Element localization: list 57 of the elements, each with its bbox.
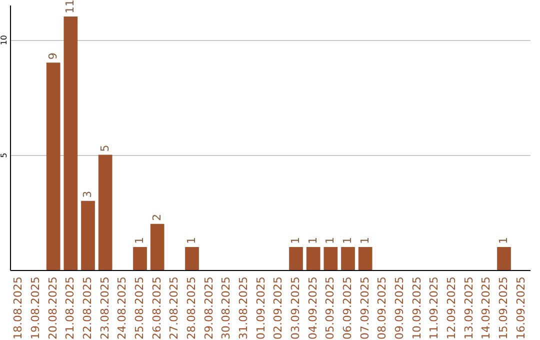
data-label: 1 (306, 236, 320, 244)
x-tick-label: 07.09.2025 (358, 276, 372, 340)
bar (497, 246, 511, 270)
x-tick-label: 18.08.2025 (12, 276, 25, 340)
bar (185, 246, 199, 270)
data-label: 1 (185, 236, 198, 244)
bar (306, 246, 320, 270)
x-tick-label: 26.08.2025 (150, 276, 164, 340)
x-tick-label: 21.08.2025 (64, 276, 77, 340)
x-tick-label: 31.08.2025 (237, 276, 250, 340)
y-tick-label: 10 (0, 34, 8, 46)
x-tick-label: 02.09.2025 (272, 276, 285, 340)
x-tick-label: 04.09.2025 (306, 276, 320, 340)
x-tick-label: 29.08.2025 (202, 276, 216, 340)
x-tick-label: 25.08.2025 (133, 276, 146, 340)
data-label: 9 (46, 52, 60, 60)
bar (150, 224, 164, 270)
x-tick-label: 30.08.2025 (220, 276, 233, 340)
x-tick-label: 13.09.2025 (462, 276, 476, 340)
data-label: 3 (81, 190, 94, 198)
data-label: 1 (324, 236, 337, 244)
x-tick-label: 12.09.2025 (445, 276, 458, 340)
bar (133, 246, 147, 270)
data-label: 1 (497, 236, 510, 244)
x-tick-label: 23.08.2025 (98, 276, 112, 340)
data-label: 11 (64, 0, 77, 14)
x-tick-label: 27.08.2025 (168, 276, 181, 340)
data-label: 1 (341, 236, 354, 244)
x-tick-label: 01.09.2025 (254, 276, 268, 340)
data-label: 1 (289, 236, 302, 244)
x-tick-label: 06.09.2025 (341, 276, 354, 340)
bar (358, 246, 372, 270)
x-tick-label: 05.09.2025 (324, 276, 337, 340)
x-tick-label: 03.09.2025 (289, 276, 302, 340)
bar (289, 246, 303, 270)
x-tick-label: 08.09.2025 (376, 276, 389, 340)
bar (64, 16, 78, 270)
x-tick-label: 16.09.2025 (514, 276, 528, 340)
x-tick-label: 22.08.2025 (81, 276, 94, 340)
bar (81, 200, 95, 270)
x-tick-label: 14.09.2025 (480, 276, 493, 340)
x-tick-label: 19.08.2025 (29, 276, 42, 340)
data-label: 1 (358, 236, 372, 244)
bar (46, 62, 60, 270)
x-tick-label: 10.09.2025 (410, 276, 424, 340)
bar (341, 246, 355, 270)
x-tick-label: 15.09.2025 (497, 276, 510, 340)
bar (324, 246, 338, 270)
x-tick-label: 09.09.2025 (393, 276, 406, 340)
data-label: 5 (98, 144, 112, 152)
bar (98, 154, 112, 270)
x-tick-label: 11.09.2025 (428, 276, 441, 340)
data-label: 1 (133, 236, 146, 244)
x-tick-label: 24.08.2025 (116, 276, 129, 340)
x-tick-label: 28.08.2025 (185, 276, 198, 340)
data-label: 2 (150, 214, 164, 221)
x-tick-label: 20.08.2025 (46, 276, 60, 340)
